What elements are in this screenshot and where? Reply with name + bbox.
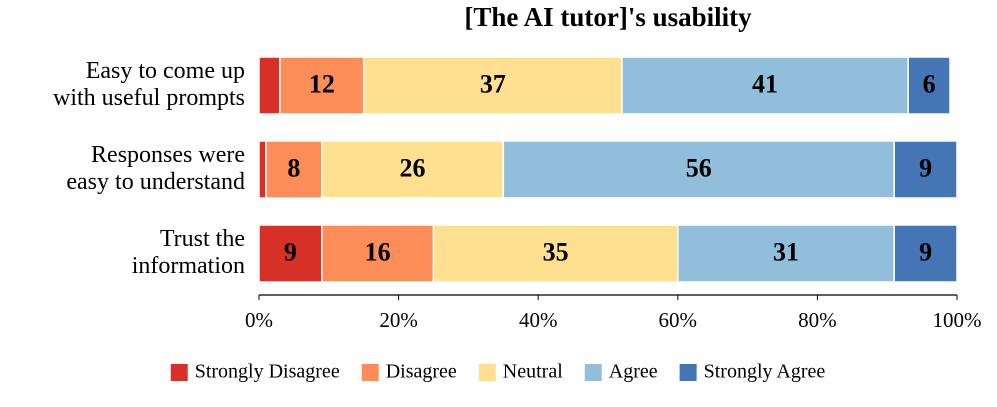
value-label: 31 [773,237,799,266]
legend-swatch [170,364,188,381]
value-label: 6 [923,69,936,98]
x-tick-label: 100% [933,308,982,332]
bar-segment [258,140,267,199]
value-label: 9 [919,237,932,266]
legend-label: Neutral [503,361,563,383]
legend-label: Disagree [386,361,457,383]
category-label: Easy to come up with useful prompts [53,58,245,111]
x-tick-label: 80% [798,308,837,332]
x-tick-label: 20% [379,308,418,332]
x-tick-label: 60% [659,308,698,332]
value-label: 41 [752,69,778,98]
value-label: 56 [686,153,712,182]
value-label: 12 [309,69,335,98]
bar-segment [258,224,323,283]
bar-segment [265,140,323,199]
legend-swatch [679,364,697,381]
x-tick-label: 40% [519,308,558,332]
value-label: 16 [365,237,391,266]
bar-segment [907,56,951,115]
bar-segment [279,56,365,115]
x-tick-label: 0% [245,308,273,332]
legend-swatch [584,364,602,381]
bar-segment [321,140,505,199]
legend: Strongly Disagree Disagree Neutral Agree Str… [170,361,826,383]
legend-swatch [361,364,379,381]
legend-swatch [478,364,496,381]
bar-segment [893,224,958,283]
value-label: 37 [480,69,506,98]
category-label: Responses were easy to understand [66,142,245,195]
legend-label: Agree [609,361,658,383]
legend-label: Strongly Disagree [195,361,340,383]
value-label: 26 [400,153,426,182]
legend-label: Strongly Agree [704,361,826,383]
bar-segment [677,224,895,283]
value-label: 9 [919,153,932,182]
bar-segment [362,56,623,115]
category-label: Trust the information [132,226,245,279]
value-label: 9 [284,237,297,266]
bar-segment [621,56,909,115]
value-label: 8 [287,153,300,182]
bar-segment [432,224,679,283]
bar-segment [893,140,958,199]
chart-title: [The AI tutor]'s usability [464,2,752,32]
bar-segment [258,56,281,115]
value-label: 35 [543,237,569,266]
